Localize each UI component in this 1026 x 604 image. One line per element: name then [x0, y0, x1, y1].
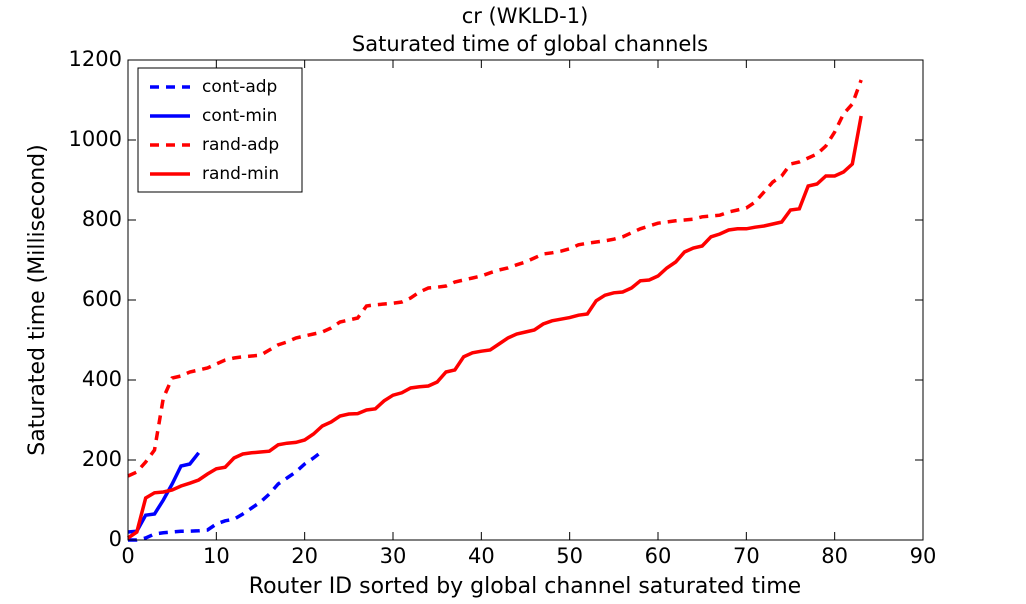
y-tick-label: 0 — [109, 527, 122, 551]
legend-label: cont-min — [202, 106, 277, 126]
line — [128, 449, 324, 542]
y-tick-label: 600 — [82, 287, 122, 311]
chart-subtitle: Saturated time of global channels — [352, 32, 708, 56]
x-tick-label: 90 — [910, 544, 937, 568]
chart-title: cr (WKLD-1) — [462, 4, 589, 28]
y-tick-label: 1000 — [69, 127, 122, 151]
legend-label: rand-adp — [202, 135, 279, 155]
y-tick-label: 1200 — [69, 47, 122, 71]
x-tick-label: 10 — [203, 544, 230, 568]
x-tick-label: 60 — [645, 544, 672, 568]
y-tick-label: 400 — [82, 367, 122, 391]
y-tick-label: 200 — [82, 447, 122, 471]
legend-label: rand-min — [202, 164, 279, 184]
y-tick-label: 800 — [82, 207, 122, 231]
x-tick-label: 20 — [291, 544, 318, 568]
x-tick-label: 40 — [468, 544, 495, 568]
legend-label: cont-adp — [202, 77, 277, 97]
x-tick-label: 30 — [380, 544, 407, 568]
x-tick-label: 70 — [733, 544, 760, 568]
y-axis-label: Saturated time (Millisecond) — [25, 144, 50, 455]
x-tick-label: 0 — [121, 544, 134, 568]
plot-frame — [127, 59, 924, 541]
legend-box — [137, 67, 303, 193]
line — [127, 115, 863, 540]
line — [127, 79, 863, 478]
x-tick-label: 50 — [556, 544, 583, 568]
x-tick-label: 80 — [821, 544, 848, 568]
x-axis-label: Router ID sorted by global channel satur… — [249, 574, 801, 599]
